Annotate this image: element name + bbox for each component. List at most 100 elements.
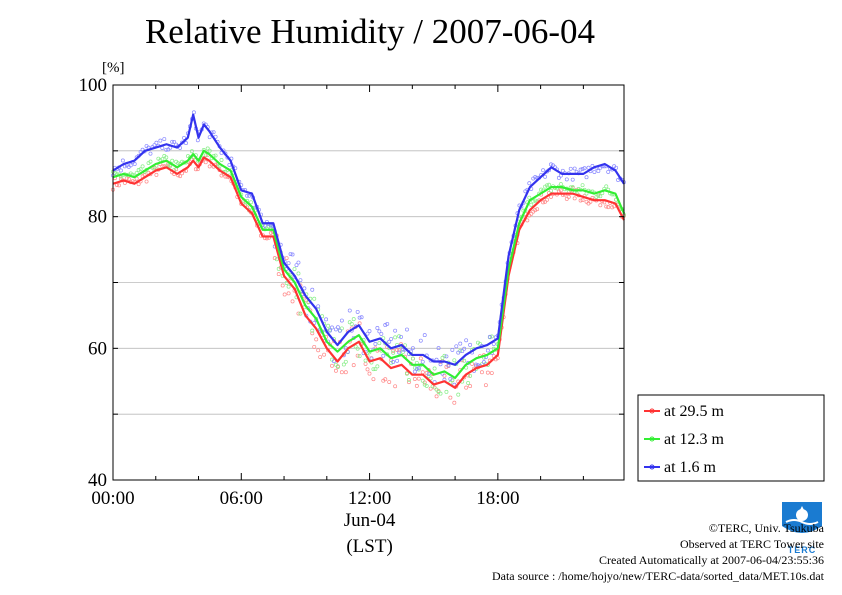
scatter-point: [371, 367, 376, 372]
y-axis-unit: [%]: [102, 60, 125, 76]
scatter-point: [614, 165, 619, 170]
scatter-point: [397, 348, 402, 353]
scatter-point: [148, 159, 153, 164]
scatter-point: [326, 323, 331, 328]
scatter-point: [584, 175, 589, 180]
scatter-point: [426, 374, 431, 379]
x-tick-label: 00:00: [91, 488, 134, 509]
scatter-point: [549, 162, 553, 167]
scatter-point: [371, 377, 376, 382]
scatter-point: [474, 362, 478, 367]
scatter-point: [393, 335, 398, 340]
scatter-point: [412, 377, 417, 381]
scatter-point: [383, 323, 388, 327]
scatter-point: [442, 373, 447, 378]
scatter-point: [272, 256, 277, 261]
chart-title: Relative Humidity / 2007-06-04: [144, 12, 596, 51]
scatter-point: [594, 194, 599, 199]
scatter-point: [207, 164, 212, 169]
scatter-point: [170, 139, 175, 144]
scatter-point: [533, 208, 538, 213]
scatter-point: [132, 162, 137, 166]
scatter-point: [596, 169, 601, 173]
scatter-point: [397, 334, 402, 339]
legend-label: at 12.3 m: [664, 431, 725, 448]
scatter-point: [547, 182, 551, 187]
scatter-point: [558, 182, 563, 187]
scatter-point: [128, 163, 133, 168]
scatter-point: [470, 361, 475, 366]
scatter-point: [432, 366, 437, 371]
scatter-point: [570, 177, 575, 182]
scatter-point: [458, 341, 463, 346]
scatter-point: [391, 350, 396, 355]
scatter-point: [387, 380, 392, 384]
scatter-point: [377, 341, 382, 346]
scatter-point: [440, 355, 445, 360]
scatter-point: [365, 367, 370, 372]
scatter-point: [373, 367, 378, 371]
scatter-point: [118, 168, 123, 173]
scatter-point: [533, 175, 538, 180]
scatter-point: [136, 182, 141, 187]
scatter-point: [245, 193, 250, 198]
scatter-point: [339, 326, 344, 331]
scatter-point: [266, 224, 271, 229]
scatter-point: [592, 170, 597, 175]
scatter-point: [485, 348, 490, 353]
scatter-point: [405, 371, 409, 376]
scatter-point: [158, 138, 163, 143]
scatter-point: [391, 348, 396, 353]
scatter-point: [405, 327, 409, 332]
scatter-point: [610, 205, 615, 210]
series-line: [112, 113, 625, 366]
scatter-point: [335, 325, 340, 330]
scatter-point: [414, 366, 419, 371]
scatter-point: [406, 378, 411, 382]
scatter-point: [568, 166, 573, 171]
scatter-point: [533, 198, 538, 203]
scatter-point: [322, 352, 327, 357]
scatter-point: [442, 353, 447, 358]
scatter-point: [357, 315, 362, 320]
scatter-point: [126, 177, 131, 181]
scatter-point: [489, 371, 494, 375]
scatter-point: [495, 356, 500, 361]
scatter-point: [452, 358, 457, 363]
scatter-point: [335, 365, 340, 369]
scatter-point: [529, 202, 534, 207]
scatter-point: [545, 183, 550, 188]
observed-text: Observed at TERC Tower site: [679, 537, 824, 551]
scatter-point: [176, 161, 181, 166]
scatter-point: [578, 198, 583, 203]
scatter-point: [339, 318, 344, 323]
scatter-point: [424, 383, 429, 388]
scatter-point: [302, 286, 307, 291]
scatter-point: [410, 346, 415, 351]
terc-logo: TERC: [780, 500, 824, 555]
y-tick-label: 40: [88, 470, 107, 491]
scatter-point: [286, 261, 291, 266]
scatter-point: [464, 385, 469, 390]
scatter-point: [416, 376, 421, 381]
scatter-point: [211, 130, 216, 135]
scatter-point: [140, 164, 145, 169]
scatter-point: [377, 329, 382, 334]
source-text: Data source : /home/hojyo/new/TERC-data/…: [491, 569, 824, 583]
scatter-point: [191, 110, 196, 115]
scatter-point: [580, 198, 585, 203]
scatter-point: [314, 337, 319, 342]
scatter-point: [280, 283, 285, 288]
scatter-point: [207, 148, 212, 153]
legend-label: at 1.6 m: [664, 459, 717, 476]
scatter-point: [337, 328, 342, 333]
scatter-point: [351, 363, 356, 368]
scatter-point: [558, 188, 563, 193]
scatter-point: [328, 328, 332, 333]
scatter-point: [580, 183, 585, 188]
scatter-point: [284, 256, 289, 261]
scatter-point: [333, 327, 338, 332]
scatter-point: [363, 361, 368, 366]
scatter-point: [604, 204, 609, 209]
scatter-point: [426, 372, 431, 376]
